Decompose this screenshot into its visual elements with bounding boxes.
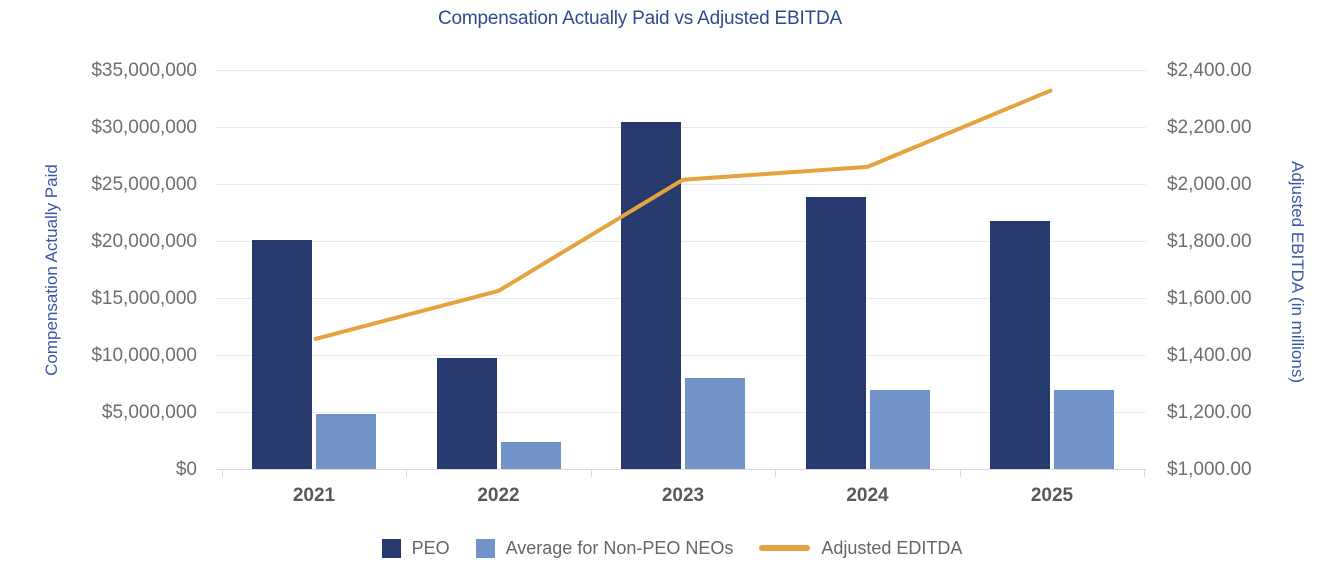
bar-non-peo-2025: [1054, 390, 1114, 469]
left-axis-title: Compensation Actually Paid: [42, 164, 61, 376]
gridline: [216, 355, 1146, 356]
bar-non-peo-2022: [500, 442, 561, 469]
gridline: [216, 412, 1146, 413]
x-axis-tick: [590, 469, 592, 477]
right-tick-label: $2,200.00: [1167, 117, 1252, 138]
gridline: [216, 298, 1146, 299]
ebitda-line-layer: [313, 88, 1053, 342]
bar-non-peo-2021: [316, 414, 376, 469]
right-tick-label: $1,200.00: [1167, 402, 1252, 423]
x-axis-tick: [775, 469, 776, 477]
bar-peo-2021: [252, 239, 312, 469]
legend-label-non-peo: Average for Non-PEO NEOs: [505, 537, 734, 558]
left-tick-label: $15,000,000: [91, 288, 197, 309]
left-tick-label: $5,000,000: [101, 402, 197, 423]
left-tick-label: $0: [175, 459, 197, 480]
legend-item-ebitda: Adjusted EDITDA: [759, 538, 962, 559]
category-label-2024: 2024: [846, 485, 889, 506]
category-label-2021: 2021: [292, 485, 336, 506]
left-tick-label: $25,000,000: [91, 174, 197, 195]
legend-label-ebitda: Adjusted EDITDA: [821, 537, 963, 558]
gridline: [216, 70, 1146, 71]
x-axis-tick: [959, 469, 961, 477]
bar-non-peo-2023: [685, 377, 745, 469]
x-axis-tick: [1144, 469, 1145, 477]
legend-item-peo: PEO: [381, 537, 450, 559]
right-tick-label: $1,400.00: [1167, 345, 1252, 366]
legend-item-non-peo: Average for Non-PEO NEOs: [475, 537, 734, 559]
left-tick-label: $10,000,000: [91, 345, 197, 366]
peo-swatch-icon: [381, 538, 401, 558]
left-tick-label: $20,000,000: [91, 231, 197, 252]
legend-label-peo: PEO: [411, 537, 450, 558]
x-axis-tick: [406, 469, 407, 477]
x-axis-line: [216, 469, 1146, 470]
ebitda-line-marker-icon: [759, 545, 811, 551]
x-axis-tick: [221, 469, 223, 477]
right-axis-title: Adjusted EBITDA (in millions): [1288, 160, 1307, 384]
legend: PEO Average for Non-PEO NEOs Adjusted ED…: [0, 536, 1344, 560]
adjusted-ebitda-line: [313, 88, 1053, 342]
left-tick-label: $30,000,000: [91, 117, 197, 138]
bar-non-peo-2024: [869, 390, 930, 469]
bar-peo-2024: [805, 196, 866, 469]
non-peo-swatch-icon: [475, 538, 495, 558]
bar-peo-2023: [621, 122, 681, 469]
left-tick-label: $35,000,000: [91, 60, 197, 81]
category-label-2023: 2023: [661, 485, 705, 506]
right-tick-label: $1,600.00: [1167, 288, 1252, 309]
bar-peo-2022: [436, 357, 497, 469]
right-tick-label: $2,000.00: [1167, 174, 1252, 195]
category-label-2025: 2025: [1030, 485, 1074, 506]
gridline: [216, 127, 1146, 128]
gridline: [216, 241, 1146, 242]
right-tick-label: $1,000.00: [1167, 459, 1252, 480]
gridline: [216, 184, 1146, 185]
bar-peo-2025: [990, 220, 1050, 469]
right-tick-label: $2,400.00: [1167, 60, 1252, 81]
category-label-2022: 2022: [477, 485, 520, 506]
right-tick-label: $1,800.00: [1167, 231, 1252, 252]
chart-title: Compensation Actually Paid vs Adjusted E…: [438, 8, 842, 29]
